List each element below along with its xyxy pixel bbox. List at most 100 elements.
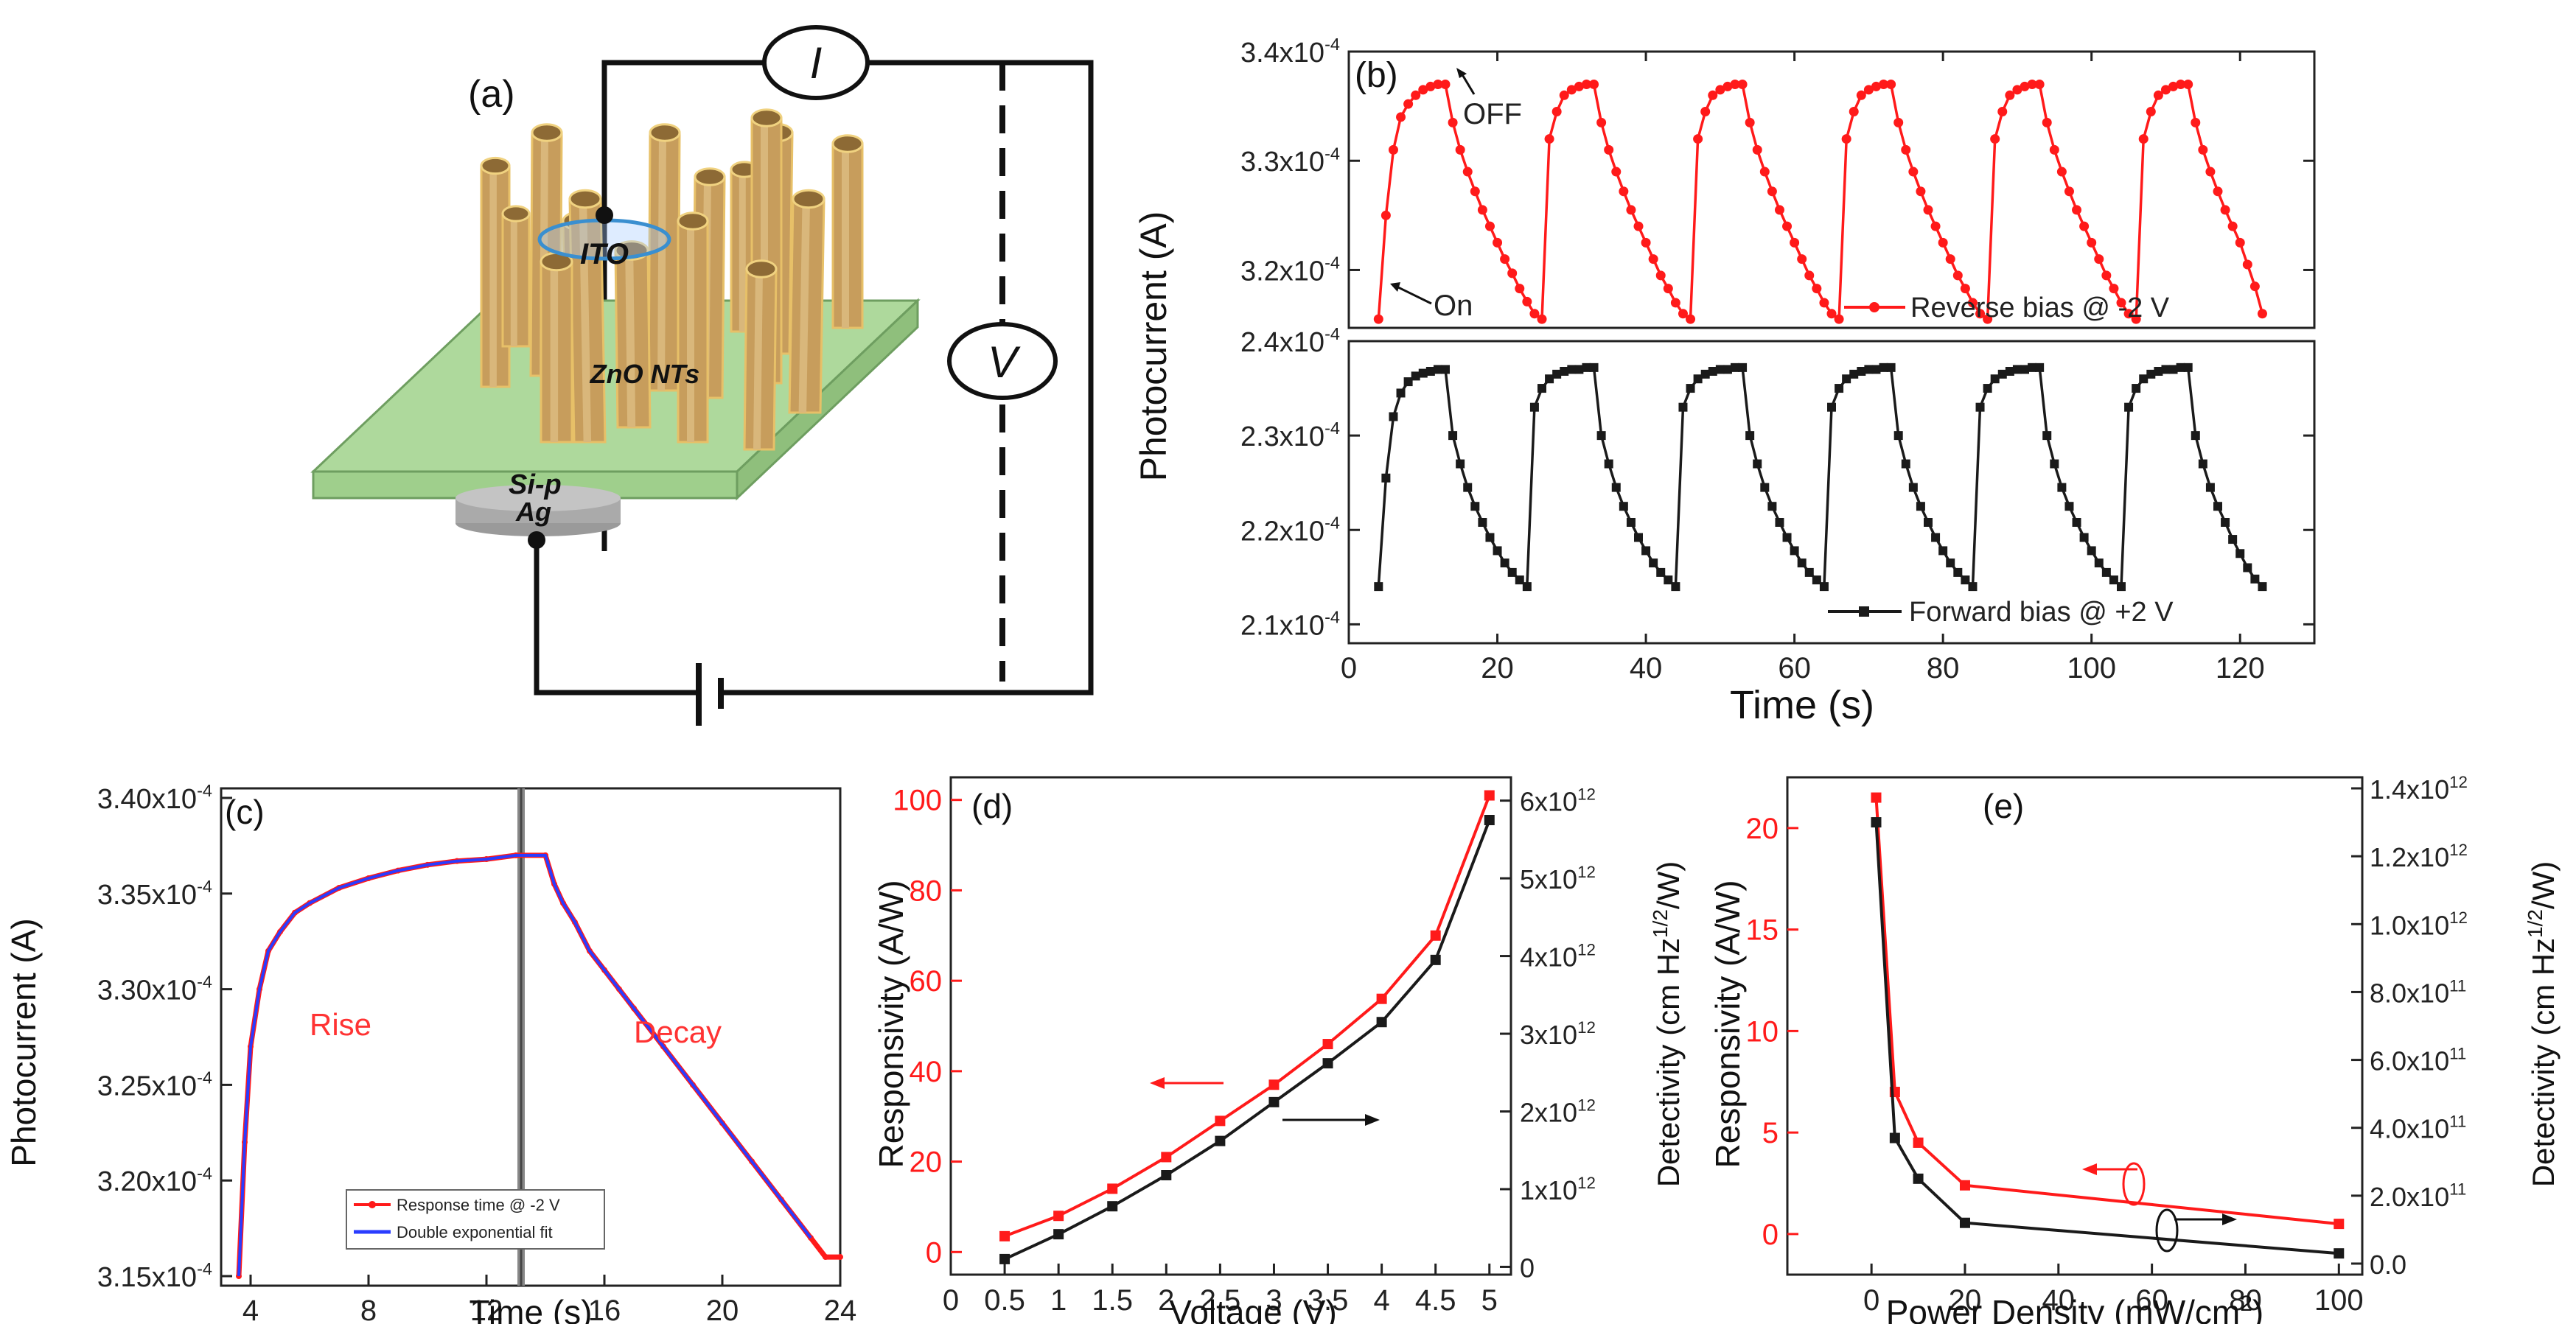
reverse-bias-point bbox=[1916, 186, 1926, 197]
reverse-bias-point bbox=[1983, 314, 1993, 324]
reverse-bias-point bbox=[1648, 254, 1658, 265]
y2-tick-label-exponent: 12 bbox=[1577, 785, 1596, 804]
reverse-bias-point bbox=[1604, 144, 1614, 155]
y2-tick-label: 6.0x1011 bbox=[2370, 1044, 2466, 1076]
responsivity-point bbox=[1215, 1115, 1226, 1127]
reverse-bias-point bbox=[2242, 259, 2252, 270]
y-tick-label-exponent: -4 bbox=[1324, 607, 1340, 626]
forward-bias-point bbox=[1381, 473, 1391, 483]
reverse-bias-point bbox=[1477, 205, 1487, 215]
reverse-bias-point bbox=[1529, 309, 1540, 319]
y2-tick-label: 6x1012 bbox=[1520, 785, 1596, 817]
forward-bias-point bbox=[1552, 369, 1562, 379]
forward-bias-point bbox=[1522, 582, 1532, 592]
y2-tick-label-mantissa: 0 bbox=[1520, 1253, 1535, 1283]
reverse-bias-point bbox=[1722, 81, 1733, 91]
y2-tick-label-exponent: 12 bbox=[1577, 1018, 1596, 1037]
y2-tick-label-mantissa: 1.0x10 bbox=[2370, 910, 2449, 940]
x-tick-label: 0 bbox=[1341, 652, 1357, 684]
reverse-bias-point bbox=[2042, 117, 2052, 127]
nanotube-highlight bbox=[798, 199, 811, 413]
forward-bias-point bbox=[2221, 518, 2230, 527]
forward-bias-point bbox=[2198, 459, 2207, 469]
ammeter-icon bbox=[762, 25, 870, 100]
forward-bias-point bbox=[1425, 367, 1435, 376]
y2-tick-label: 1.2x1012 bbox=[2370, 841, 2468, 872]
forward-bias-point bbox=[1463, 483, 1473, 492]
forward-bias-point bbox=[2079, 533, 2089, 542]
panel-d-y2-sup: 1/2 bbox=[1649, 909, 1672, 938]
detectivity-point bbox=[1889, 1132, 1900, 1143]
reverse-bias-point bbox=[1373, 314, 1383, 324]
forward-bias-point bbox=[1857, 367, 1866, 376]
reverse-bias-point bbox=[1967, 298, 1978, 308]
zno-nts-label: ZnO NTs bbox=[590, 359, 700, 389]
forward-bias-point bbox=[1693, 374, 1703, 384]
reverse-bias-point bbox=[2146, 107, 2156, 117]
forward-bias-point bbox=[1953, 567, 1963, 577]
reverse-bias-point bbox=[2249, 281, 2260, 292]
x-tick-label: 12 bbox=[470, 1295, 503, 1324]
panel-b-bottom-plot: 2.1x10-42.2x10-42.3x10-42.4x10-4 0 20 40 60… bbox=[1240, 52, 2316, 684]
nanotube-highlight bbox=[739, 169, 746, 332]
panel-e-frame bbox=[1786, 776, 2364, 1276]
y-tick-label-mantissa: 2.1x10 bbox=[1240, 610, 1324, 641]
detectivity-point bbox=[1871, 817, 1882, 828]
forward-bias-point bbox=[2146, 369, 2156, 379]
y-tick-label: 3.20x10-4 bbox=[97, 1163, 212, 1197]
y-tick-label: 3.15x10-4 bbox=[97, 1259, 212, 1293]
detectivity-point bbox=[1959, 1217, 1970, 1228]
y-tick-label-mantissa: 2.3x10 bbox=[1240, 421, 1324, 452]
x-tick-label: 120 bbox=[2216, 652, 2265, 684]
forward-bias-point bbox=[1686, 384, 1695, 393]
panel-a-schematic: (a) I V Si-p Ag ITO ZnO NTs bbox=[310, 25, 1094, 726]
nanotube-opening bbox=[745, 259, 778, 279]
y2-tick-label-mantissa: 1.2x10 bbox=[2370, 842, 2449, 872]
forward-bias-point bbox=[1567, 365, 1577, 374]
forward-bias-point bbox=[2064, 502, 2074, 511]
y2-tick-label-exponent: 11 bbox=[2449, 1180, 2466, 1199]
panel-b-bottom-y-ticks: 2.1x10-42.2x10-42.3x10-42.4x10-4 bbox=[1240, 324, 2314, 641]
detectivity-point bbox=[1161, 1170, 1172, 1180]
voltmeter-label: V bbox=[988, 337, 1021, 387]
forward-bias-point bbox=[1901, 459, 1910, 469]
y2-tick-label: 2x1012 bbox=[1520, 1096, 1596, 1127]
detectivity-point bbox=[1430, 954, 1441, 965]
forward-bias-point bbox=[1760, 483, 1770, 492]
reverse-bias-point bbox=[1633, 221, 1644, 231]
forward-bias-point bbox=[1589, 362, 1599, 372]
forward-bias-point bbox=[1619, 502, 1628, 511]
reverse-bias-point bbox=[1826, 309, 1837, 319]
reverse-bias-point bbox=[2191, 117, 2201, 127]
reverse-bias-point bbox=[1908, 167, 1919, 177]
legend-reverse-label: Reverse bias @ -2 V bbox=[1910, 293, 2170, 323]
forward-bias-point bbox=[1753, 459, 1762, 469]
forward-bias-point bbox=[2235, 549, 2245, 558]
panel-d-frame bbox=[949, 776, 1512, 1276]
nanotube-highlight bbox=[842, 144, 849, 328]
nanotube-opening bbox=[531, 123, 563, 142]
y-tick-label: 80 bbox=[910, 875, 943, 907]
y-tick-label-exponent: -4 bbox=[197, 973, 212, 992]
x-tick-label: 0 bbox=[1863, 1284, 1879, 1317]
reverse-bias-point bbox=[2034, 79, 2045, 89]
nanotube-opening bbox=[677, 211, 709, 231]
ammeter-label: I bbox=[810, 38, 823, 88]
on-arrow bbox=[1395, 284, 1432, 305]
x-tick-label: 8 bbox=[360, 1295, 377, 1324]
forward-bias-point bbox=[1968, 582, 1978, 592]
forward-bias-point bbox=[1411, 371, 1420, 381]
on-arrowhead bbox=[1390, 282, 1400, 292]
reverse-bias-point bbox=[1619, 186, 1629, 197]
nanotube-highlight bbox=[625, 251, 636, 427]
forward-bias-point bbox=[1649, 558, 1658, 568]
panel-e-y-axis-label: Responsivity (A/W) bbox=[1708, 880, 1747, 1168]
forward-bias-point bbox=[2258, 582, 2267, 592]
reverse-bias-point bbox=[1782, 221, 1793, 231]
y-tick-label: 40 bbox=[910, 1056, 943, 1088]
reverse-bias-point bbox=[2087, 237, 2097, 248]
y-tick-label-mantissa: 2.2x10 bbox=[1240, 516, 1324, 547]
detectivity-point bbox=[1913, 1173, 1924, 1184]
forward-bias-point bbox=[1997, 369, 2007, 379]
